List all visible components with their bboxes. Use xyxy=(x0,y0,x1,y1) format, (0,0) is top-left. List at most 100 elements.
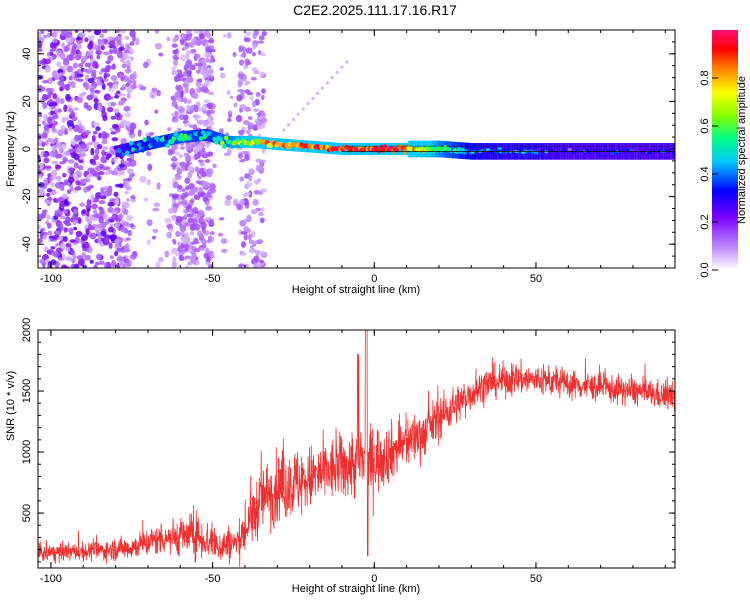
heatmap-cell xyxy=(218,128,224,135)
heatmap-cell xyxy=(515,150,520,154)
heatmap-cell xyxy=(127,80,133,84)
heatmap-cell xyxy=(184,85,189,93)
heatmap-cell xyxy=(41,132,48,139)
heatmap-cell xyxy=(112,123,118,129)
heatmap-cell xyxy=(179,38,185,45)
heatmap-cell xyxy=(239,159,245,163)
heatmap-cell xyxy=(233,102,238,108)
heatmap-cell xyxy=(251,51,257,57)
heatmap-cell xyxy=(177,105,185,114)
heatmap-cell xyxy=(84,62,91,68)
heatmap-cell xyxy=(261,117,268,124)
x-tick-label: 0 xyxy=(371,273,377,285)
heatmap-cell xyxy=(63,179,69,186)
heatmap-cell xyxy=(140,85,147,91)
heatmap-cell xyxy=(320,86,325,90)
snr-y-axis-label: SNR (10 * v/v) xyxy=(5,371,17,441)
heatmap-cell xyxy=(38,182,45,188)
heatmap-cell xyxy=(102,212,108,221)
heatmap-cell xyxy=(56,61,62,68)
heatmap-cell xyxy=(63,198,69,206)
heatmap-cell xyxy=(104,39,109,45)
heatmap-cell xyxy=(97,39,105,46)
heatmap-cell xyxy=(185,185,190,191)
y-tick-label: -20 xyxy=(21,189,33,205)
heatmap-cell xyxy=(51,101,58,107)
heatmap-cell xyxy=(71,116,78,122)
heatmap-cell xyxy=(126,145,132,151)
heatmap-cell xyxy=(204,159,211,163)
heatmap-cell xyxy=(588,151,594,155)
heatmap-cell xyxy=(51,160,59,165)
heatmap-cell xyxy=(146,219,153,227)
heatmap-cell xyxy=(78,51,82,57)
heatmap-cell xyxy=(239,142,244,148)
heatmap-cell xyxy=(197,107,203,112)
heatmap-cell xyxy=(88,48,94,56)
heatmap-cell xyxy=(77,217,82,225)
heatmap-cell xyxy=(124,112,131,118)
heatmap-cell xyxy=(179,133,184,139)
heatmap-cell xyxy=(229,95,234,100)
heatmap-cell xyxy=(38,68,42,72)
heatmap-cell xyxy=(171,214,178,219)
heatmap-cell xyxy=(222,143,227,149)
heatmap-cell xyxy=(84,37,89,43)
heatmap-cell xyxy=(62,235,68,243)
heatmap-cell xyxy=(45,199,50,205)
heatmap-cell xyxy=(248,168,255,176)
heatmap-cell xyxy=(87,43,93,50)
heatmap-cell xyxy=(68,167,76,172)
heatmap-cell xyxy=(172,238,176,243)
heatmap-cell xyxy=(109,127,115,133)
heatmap-cell xyxy=(244,58,251,66)
heatmap-cell xyxy=(259,71,266,77)
heatmap-cell xyxy=(89,232,97,240)
snr-x-axis-label: Height of straight line (km) xyxy=(292,583,420,595)
heatmap-cell xyxy=(110,102,117,107)
colorbar-tick-label: 0.0 xyxy=(699,262,711,277)
heatmap-cell xyxy=(117,148,122,154)
heatmap-cell xyxy=(68,75,73,81)
heatmap-cell xyxy=(107,188,113,196)
heatmap-cell xyxy=(73,107,79,111)
chart-title: C2E2.2025.111.17.16.R17 xyxy=(293,2,457,18)
heatmap-cell xyxy=(187,166,194,171)
heatmap-cell xyxy=(201,153,209,159)
heatmap-cell xyxy=(206,170,213,178)
x-tick-label: 50 xyxy=(530,573,542,585)
heatmap-cell xyxy=(345,60,349,64)
heatmap-cell xyxy=(50,110,55,116)
heatmap-cell xyxy=(187,261,193,266)
heatmap-cell xyxy=(171,260,178,268)
heatmap-cell xyxy=(38,213,44,221)
heatmap-cell xyxy=(178,254,185,262)
x-tick-label: -100 xyxy=(40,273,62,285)
heatmap-cell xyxy=(185,50,191,56)
heatmap-cell xyxy=(188,208,193,213)
heatmap-cell xyxy=(73,162,79,169)
heatmap-cell xyxy=(59,97,65,105)
heatmap-cell xyxy=(64,222,72,227)
heatmap-cell xyxy=(185,162,190,167)
snr-frame xyxy=(37,329,676,569)
heatmap-cell xyxy=(120,56,125,63)
heatmap-cell xyxy=(42,102,48,109)
heatmap-cell xyxy=(118,163,125,168)
heatmap-cell xyxy=(39,233,44,240)
heatmap-cell xyxy=(209,231,215,236)
heatmap-cell xyxy=(198,136,204,141)
heatmap-cell xyxy=(75,180,81,186)
heatmap-cell xyxy=(186,104,191,113)
heatmap-cell xyxy=(248,239,256,245)
heatmap-cell xyxy=(88,225,95,231)
heatmap-cell xyxy=(246,91,254,96)
heatmap-cell xyxy=(52,37,58,44)
heatmap-cell xyxy=(184,177,191,185)
colorbar: 0.0 0.2 0.4 0.6 0.8 Normalized spectral ampl… xyxy=(699,30,748,278)
heatmap-cell xyxy=(201,219,208,223)
x-tick-label: 50 xyxy=(530,273,542,285)
heatmap-cell xyxy=(335,70,339,74)
heatmap-cell xyxy=(206,32,212,39)
heatmap-cell xyxy=(261,31,268,36)
